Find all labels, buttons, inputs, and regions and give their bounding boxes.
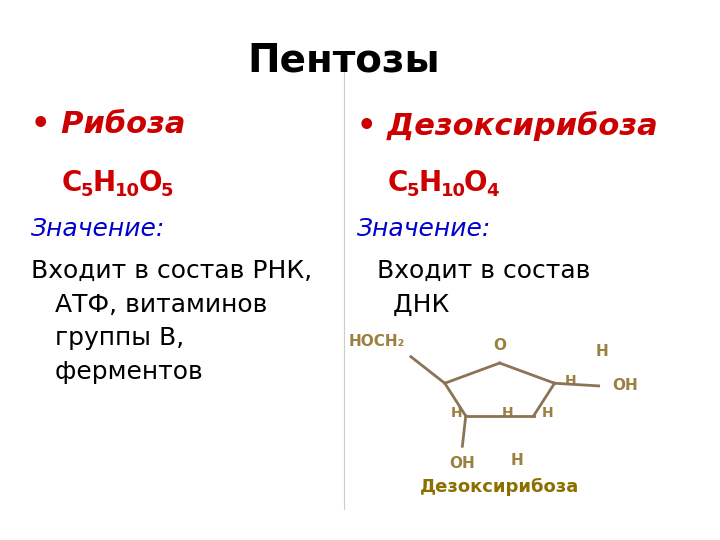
Text: Н: Н [418, 169, 442, 197]
Text: H: H [564, 374, 576, 388]
Text: Входит в состав РНК,
   АТФ, витаминов
   группы В,
   ферментов: Входит в состав РНК, АТФ, витаминов груп… [31, 259, 312, 384]
Text: H: H [510, 453, 523, 468]
Text: 5: 5 [407, 183, 419, 200]
Text: С: С [387, 169, 408, 197]
Text: H: H [541, 406, 554, 420]
Text: 5: 5 [81, 183, 94, 200]
Text: Значение:: Значение: [31, 217, 166, 241]
Text: OH: OH [612, 379, 638, 394]
Text: Дезоксирибоза: Дезоксирибоза [420, 477, 580, 496]
Text: OH: OH [449, 456, 475, 471]
Text: H: H [502, 406, 513, 420]
Text: 10: 10 [114, 183, 140, 200]
Text: H: H [595, 344, 608, 359]
Text: H: H [451, 406, 462, 420]
Text: • Дезоксирибоза: • Дезоксирибоза [357, 111, 658, 140]
Text: 4: 4 [486, 183, 499, 200]
Text: О: О [464, 169, 487, 197]
Text: 10: 10 [441, 183, 465, 200]
Text: HOCH₂: HOCH₂ [348, 334, 405, 349]
Text: Входит в состав
  ДНК: Входит в состав ДНК [377, 259, 591, 317]
Text: 5: 5 [161, 183, 173, 200]
Text: Пентозы: Пентозы [247, 42, 440, 79]
Text: O: O [493, 339, 506, 354]
Text: Значение:: Значение: [357, 217, 491, 241]
Text: С: С [62, 169, 82, 197]
Text: О: О [138, 169, 162, 197]
Text: • Рибоза: • Рибоза [31, 111, 186, 139]
Text: Н: Н [93, 169, 116, 197]
